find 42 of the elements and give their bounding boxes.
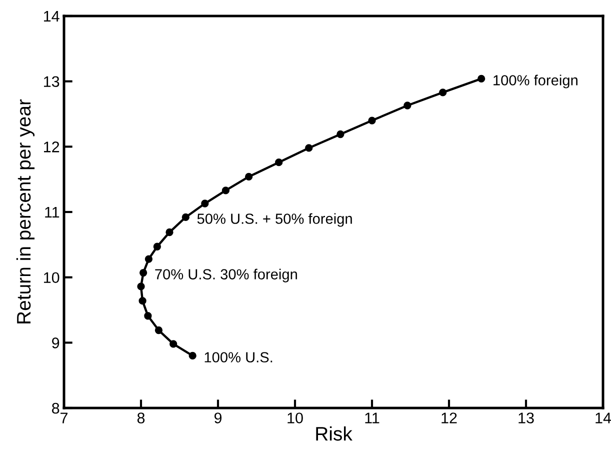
point [139,268,148,277]
point [201,200,209,208]
annotation: 50% U.S. + 50% foreign [197,213,352,227]
point [166,228,174,236]
point [144,312,152,320]
point [336,130,344,138]
point [368,116,376,124]
annotation: 70% U.S. 30% foreign [155,268,297,282]
y-tick-label: 9 [52,338,60,348]
point [404,102,412,110]
point [439,88,447,96]
point [170,340,178,348]
y-tick-label: 8 [52,402,60,414]
x-tick-label: 13 [518,412,534,424]
point [138,297,146,305]
y-tick-label: 13 [44,76,60,88]
y-tick-label: 11 [45,207,60,218]
y-tick-label: 12 [44,142,60,152]
x-tick-label: 12 [442,412,457,424]
point [244,172,253,181]
x-tick-label: 7 [60,412,68,424]
x-tick-label: 10 [288,412,303,424]
y-axis-title: Return in percent per year [16,99,35,324]
point [188,352,196,360]
point [222,186,230,194]
point [275,158,283,166]
point [182,213,190,222]
point [305,144,313,152]
x-axis-title: Risk [316,426,352,441]
x-tick-label: 9 [214,412,222,424]
y-tick-label: 10 [44,272,60,284]
point [153,242,161,250]
point [144,255,153,263]
y-tick-label: 14 [44,11,60,22]
point [478,74,486,83]
x-tick-label: 11 [365,412,380,424]
x-tick-label: 14 [596,412,611,424]
point [137,282,145,290]
point [154,326,163,334]
annotation: 100% U.S. [204,352,272,362]
annotation: 100% foreign [494,74,578,88]
x-tick-label: 8 [137,412,145,424]
